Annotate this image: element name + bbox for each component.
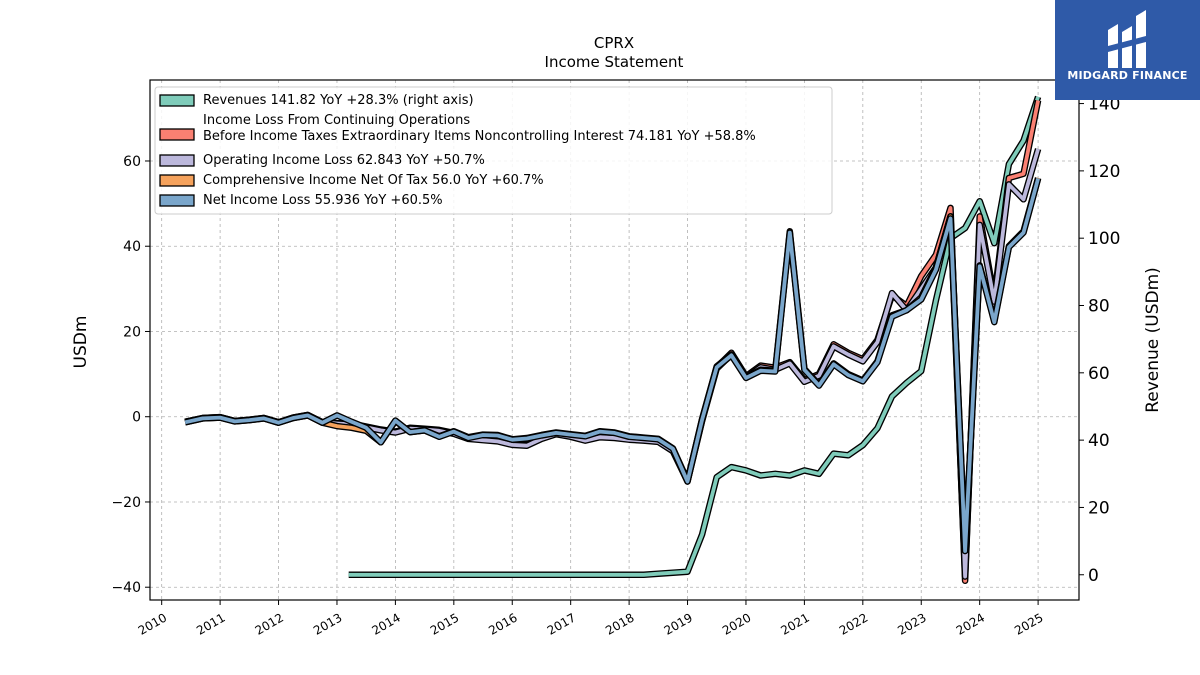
axes: 2010 2011 2012 2013 2014 2015 2016 2017 2018 2019… (111, 95, 1120, 638)
y-tick-label-right: 100 (1088, 229, 1120, 249)
brand-logo: MIDGARD FINANCE (1055, 0, 1200, 100)
series-net-income-loss (184, 177, 1042, 555)
x-tick-label: 2016 (486, 610, 519, 637)
x-tick-label: 2023 (895, 610, 928, 637)
y-tick-label-right: 20 (1088, 498, 1110, 518)
brand-mark-icon (1108, 10, 1146, 68)
legend-label: Revenues 141.82 YoY +28.3% (right axis) (203, 93, 474, 108)
x-tick-label: 2013 (311, 610, 344, 637)
series-revenues (348, 95, 1042, 579)
y-tick-label-left: −20 (111, 495, 141, 511)
legend-swatch (159, 194, 195, 207)
x-tick-label: 2010 (136, 610, 169, 637)
legend-swatch (159, 128, 195, 141)
y-tick-label-right: 80 (1088, 297, 1110, 317)
y-tick-label-left: 60 (123, 154, 141, 170)
legend-swatch (159, 154, 195, 167)
legend-label: Operating Income Loss 62.843 YoY +50.7% (203, 153, 485, 168)
series-line (348, 96, 1040, 577)
brand-name: MIDGARD FINANCE (1067, 69, 1188, 82)
x-tick-label: 2022 (837, 610, 870, 637)
series-line (184, 177, 1040, 553)
legend-label: Comprehensive Income Net Of Tax 56.0 YoY… (203, 173, 544, 188)
legend-label: Income Loss From Continuing Operations (203, 113, 470, 128)
y-tick-label-left: 20 (123, 324, 141, 340)
x-tick-label: 2018 (603, 610, 636, 637)
chart-subtitle: Income Statement (545, 53, 684, 71)
series-layer (184, 95, 1042, 585)
x-tick-label: 2019 (662, 610, 695, 637)
series-outline (184, 177, 1042, 555)
series-line (184, 178, 1040, 553)
y-tick-label-right: 0 (1088, 566, 1099, 586)
legend-label: Net Income Loss 55.936 YoY +60.5% (203, 193, 443, 208)
legend-box (154, 86, 833, 215)
legend: Revenues 141.82 YoY +28.3% (right axis) I… (154, 86, 833, 215)
x-tick-label: 2021 (778, 610, 811, 637)
legend-label: Before Income Taxes Extraordinary Items … (203, 129, 756, 144)
plot-frame (149, 79, 1080, 601)
y-axis-label-left: USDm (71, 316, 91, 369)
x-tick-label: 2025 (1012, 610, 1045, 637)
series-comprehensive-income-net-of-tax (184, 177, 1042, 555)
x-tick-label: 2024 (954, 610, 987, 637)
x-tick-label: 2014 (369, 610, 402, 637)
y-tick-label-right: 40 (1088, 431, 1110, 451)
x-tick-label: 2015 (428, 610, 461, 637)
y-tick-label-right: 120 (1088, 162, 1120, 182)
y-tick-label-right: 60 (1088, 364, 1110, 384)
x-tick-label: 2011 (194, 610, 227, 637)
x-tick-label: 2012 (253, 610, 286, 637)
y-tick-label-left: 0 (132, 410, 141, 426)
x-tick-label: 2020 (720, 610, 753, 637)
chart-title: CPRX (594, 34, 634, 52)
y-axis-label-right: Revenue (USDm) (1143, 267, 1163, 413)
y-tick-label-left: −40 (111, 580, 141, 596)
series-outline (184, 177, 1042, 555)
legend-swatch (159, 174, 195, 187)
y-tick-label-left: 40 (123, 239, 141, 255)
legend-swatch (159, 94, 195, 107)
x-tick-label: 2017 (545, 610, 578, 637)
